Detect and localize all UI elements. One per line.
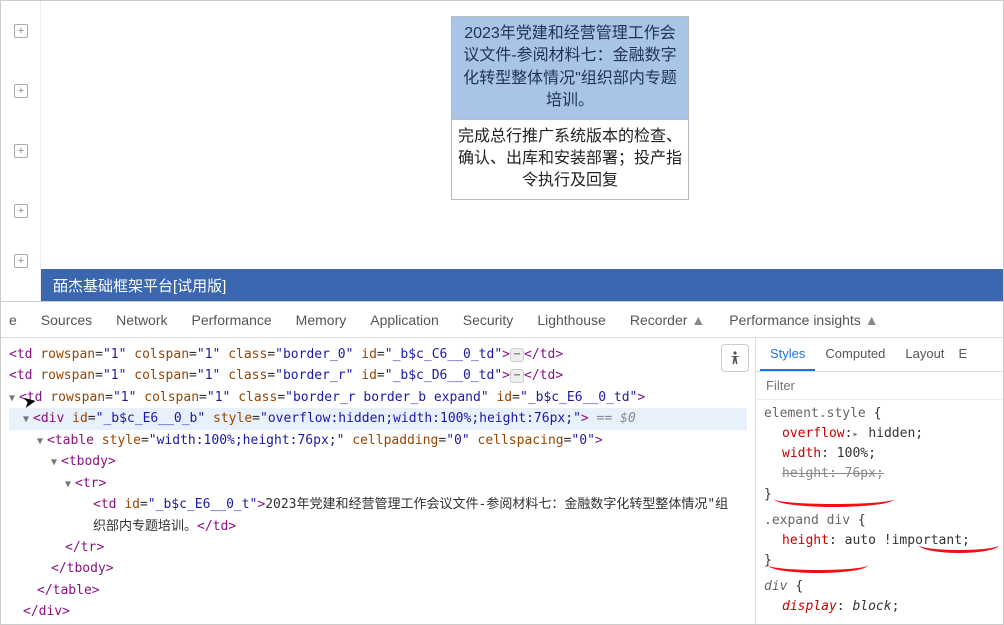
expand-icon[interactable]: +	[14, 144, 28, 158]
tab-more[interactable]: E	[954, 338, 971, 371]
adjacent-cell[interactable]: 完成总行推广系统版本的检查、确认、出库和安装部署；投产指令执行及回复	[452, 120, 688, 199]
tab-styles[interactable]: Styles	[760, 338, 815, 371]
tab-sources[interactable]: Sources	[29, 304, 104, 336]
dom-line[interactable]: <td id="_b$c_E6__0_t">2023年党建和经营管理工作会议文件…	[9, 494, 747, 537]
inspected-cell-overlay: 2023年党建和经营管理工作会议文件-参阅材料七：金融数字化转型整体情况"组织部…	[451, 16, 689, 200]
dom-line[interactable]: </table>	[9, 580, 747, 601]
tab-performance-insights[interactable]: Performance insights▲	[717, 304, 890, 336]
dom-line[interactable]: </tr>	[9, 537, 747, 558]
expand-icon[interactable]: +	[14, 204, 28, 218]
devtools-tabs: e Sources Network Performance Memory App…	[1, 302, 1003, 338]
styles-sidebar: Styles Computed Layout E element.style {…	[755, 338, 1003, 624]
tab-computed[interactable]: Computed	[815, 338, 895, 371]
tab-application[interactable]: Application	[358, 304, 451, 336]
tab-partial[interactable]: e	[9, 304, 29, 336]
app-title-bar: 皕杰基础框架平台[试用版]	[41, 269, 1003, 301]
elements-tree[interactable]: <td rowspan="1" colspan="1" class="borde…	[1, 338, 755, 624]
dom-line[interactable]: </div>	[9, 601, 747, 622]
styles-filter-input[interactable]	[756, 372, 1003, 400]
dom-line[interactable]: ▼<tbody>	[9, 451, 747, 472]
dom-line[interactable]: <td rowspan="1" colspan="1" class="borde…	[9, 365, 747, 386]
css-rule[interactable]: div { display: block;	[764, 577, 995, 617]
app-title: 皕杰基础框架平台[试用版]	[53, 275, 226, 296]
tab-lighthouse[interactable]: Lighthouse	[525, 304, 618, 336]
tab-security[interactable]: Security	[451, 304, 526, 336]
annotation-mark	[768, 565, 868, 573]
dom-line[interactable]: </tbody>	[9, 558, 747, 579]
tab-memory[interactable]: Memory	[284, 304, 359, 336]
tab-network[interactable]: Network	[104, 304, 179, 336]
tab-performance[interactable]: Performance	[180, 304, 284, 336]
highlighted-cell[interactable]: 2023年党建和经营管理工作会议文件-参阅材料七：金融数字化转型整体情况"组织部…	[452, 17, 688, 120]
expand-column: + + + + +	[1, 1, 41, 301]
styles-rules[interactable]: element.style { overflow:▸ hidden; width…	[756, 400, 1003, 623]
accessibility-icon[interactable]	[721, 344, 749, 372]
devtools-panel: e Sources Network Performance Memory App…	[1, 301, 1003, 624]
annotation-mark	[919, 545, 999, 553]
dom-line[interactable]: ▼<table style="width:100%;height:76px;" …	[9, 430, 747, 451]
css-rule[interactable]: .expand div { height: auto !important; }	[764, 511, 995, 571]
css-rule[interactable]: element.style { overflow:▸ hidden; width…	[764, 404, 995, 505]
dom-line[interactable]: ▼<tr>	[9, 473, 747, 494]
dom-line-selected[interactable]: ▼<div id="_b$c_E6__0_b" style="overflow:…	[9, 408, 747, 429]
tab-recorder[interactable]: Recorder▲	[618, 304, 717, 336]
dom-line[interactable]: <td rowspan="1" colspan="1" class="borde…	[9, 344, 747, 365]
annotation-mark	[774, 499, 894, 507]
dom-line[interactable]: ▼<td rowspan="1" colspan="1" class="bord…	[9, 387, 747, 408]
expand-icon[interactable]: +	[14, 84, 28, 98]
styles-tabs: Styles Computed Layout E	[756, 338, 1003, 372]
expand-icon[interactable]: +	[14, 24, 28, 38]
tab-layout[interactable]: Layout	[895, 338, 954, 371]
app-viewport: + + + + + 2023年党建和经营管理工作会议文件-参阅材料七：金融数字化…	[1, 1, 1003, 301]
expand-icon[interactable]: +	[14, 254, 28, 268]
devtools-body: <td rowspan="1" colspan="1" class="borde…	[1, 338, 1003, 624]
